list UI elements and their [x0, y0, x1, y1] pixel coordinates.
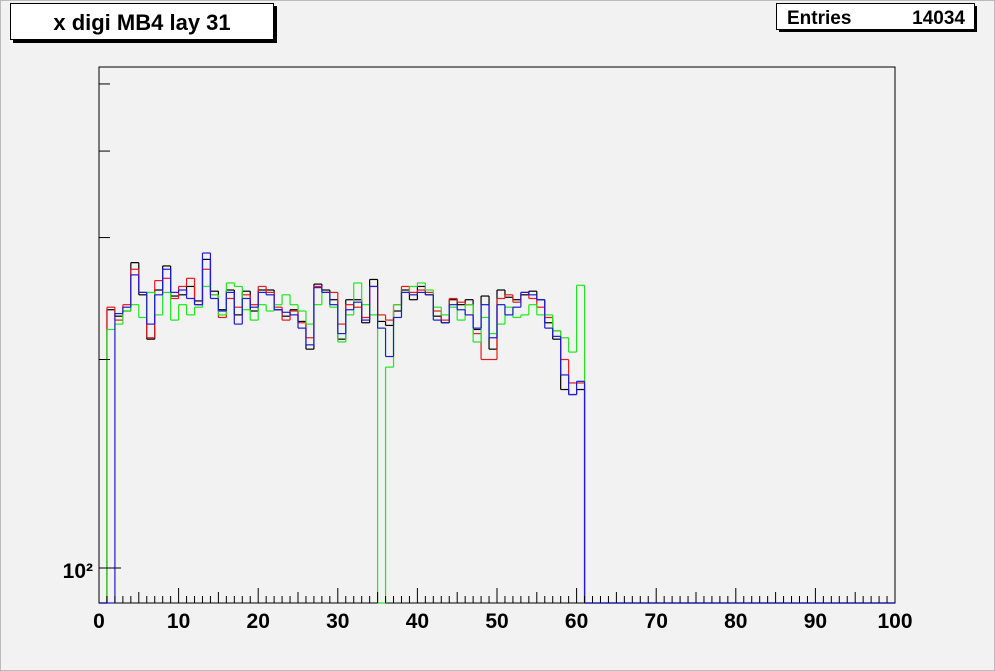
x-tick-label: 100 [877, 610, 912, 633]
stats-value: 14034 [912, 8, 965, 29]
stats-box [776, 3, 975, 30]
x-tick-label: 10 [167, 610, 190, 633]
stats-label: Entries [787, 8, 851, 29]
x-tick-label: 0 [93, 610, 105, 633]
x-tick-label: 30 [326, 610, 349, 633]
histogram-series [99, 252, 895, 604]
y-tick-label: 10² [63, 560, 93, 583]
x-tick-label: 40 [406, 610, 429, 633]
histogram-area [99, 252, 895, 604]
x-tick-label: 70 [645, 610, 668, 633]
x-tick-label: 60 [565, 610, 588, 633]
x-tick-label: 50 [485, 610, 508, 633]
title-box [10, 3, 274, 40]
x-tick-label: 80 [724, 610, 747, 633]
x-tick-label: 20 [247, 610, 270, 633]
x-tick-label: 90 [804, 610, 827, 633]
chart-title: x digi MB4 lay 31 [53, 10, 230, 35]
